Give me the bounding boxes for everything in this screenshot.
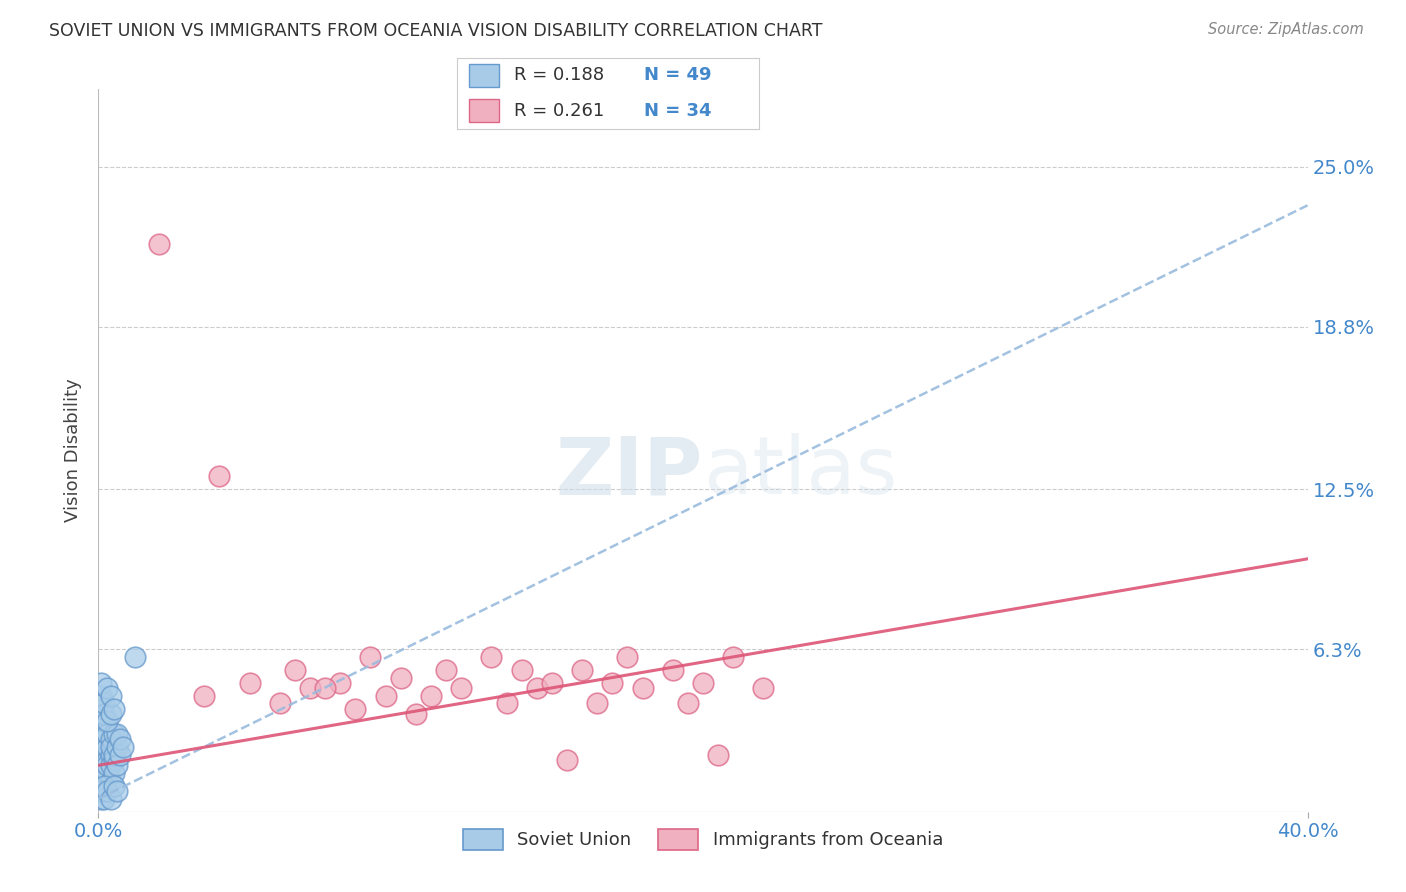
Point — [90, 766, 112, 780]
Point — [374, 689, 396, 703]
Point — [103, 779, 125, 793]
Point — [93, 792, 115, 806]
Point — [481, 649, 503, 664]
Point — [90, 779, 112, 793]
Point — [124, 649, 146, 664]
Point — [105, 727, 128, 741]
Point — [93, 696, 115, 710]
Point — [90, 784, 112, 798]
Point — [103, 727, 125, 741]
Point — [105, 784, 128, 798]
Point — [103, 766, 125, 780]
Point — [96, 784, 118, 798]
Point — [100, 689, 122, 703]
Point — [344, 701, 367, 715]
Point — [93, 732, 115, 747]
Point — [540, 675, 562, 690]
Text: R = 0.188: R = 0.188 — [515, 66, 605, 84]
Point — [510, 663, 533, 677]
Point — [100, 758, 122, 772]
Point — [108, 747, 131, 762]
Text: ZIP: ZIP — [555, 434, 703, 511]
Point — [90, 689, 112, 703]
Point — [602, 675, 624, 690]
Point — [434, 663, 457, 677]
Point — [707, 747, 730, 762]
Point — [90, 727, 112, 741]
Point — [93, 779, 115, 793]
Text: SOVIET UNION VS IMMIGRANTS FROM OCEANIA VISION DISABILITY CORRELATION CHART: SOVIET UNION VS IMMIGRANTS FROM OCEANIA … — [49, 22, 823, 40]
Point — [93, 747, 115, 762]
Point — [299, 681, 322, 695]
Point — [90, 740, 112, 755]
Point — [616, 649, 638, 664]
Point — [90, 792, 112, 806]
Point — [96, 753, 118, 767]
Point — [100, 740, 122, 755]
Point — [105, 740, 128, 755]
Point — [96, 758, 118, 772]
Point — [96, 766, 118, 780]
Point — [284, 663, 307, 677]
Point — [676, 696, 699, 710]
Point — [90, 675, 112, 690]
Point — [526, 681, 548, 695]
Point — [103, 753, 125, 767]
Point — [96, 681, 118, 695]
Point — [723, 649, 745, 664]
Legend: Soviet Union, Immigrants from Oceania: Soviet Union, Immigrants from Oceania — [456, 822, 950, 857]
Point — [105, 758, 128, 772]
Point — [586, 696, 609, 710]
Point — [661, 663, 683, 677]
Point — [90, 701, 112, 715]
Point — [555, 753, 578, 767]
Text: N = 34: N = 34 — [644, 102, 711, 120]
Point — [329, 675, 352, 690]
Point — [420, 689, 443, 703]
Text: N = 49: N = 49 — [644, 66, 711, 84]
Point — [571, 663, 593, 677]
Point — [269, 696, 291, 710]
Point — [100, 747, 122, 762]
Point — [100, 773, 122, 788]
Point — [103, 701, 125, 715]
Point — [96, 727, 118, 741]
Text: R = 0.261: R = 0.261 — [515, 102, 605, 120]
Point — [93, 714, 115, 729]
Y-axis label: Vision Disability: Vision Disability — [65, 378, 83, 523]
Point — [103, 747, 125, 762]
Point — [193, 689, 215, 703]
Point — [100, 792, 122, 806]
Bar — [470, 63, 499, 87]
Point — [314, 681, 336, 695]
Point — [692, 675, 714, 690]
Point — [148, 237, 170, 252]
Point — [631, 681, 654, 695]
Point — [96, 740, 118, 755]
Point — [495, 696, 517, 710]
Point — [752, 681, 775, 695]
Point — [360, 649, 382, 664]
Text: Source: ZipAtlas.com: Source: ZipAtlas.com — [1208, 22, 1364, 37]
Point — [450, 681, 472, 695]
Point — [93, 758, 115, 772]
Point — [208, 469, 231, 483]
Point — [100, 706, 122, 721]
Point — [96, 714, 118, 729]
Text: atlas: atlas — [703, 434, 897, 511]
Point — [100, 732, 122, 747]
Point — [108, 732, 131, 747]
Point — [239, 675, 262, 690]
Point — [93, 773, 115, 788]
Point — [90, 753, 112, 767]
Point — [405, 706, 427, 721]
Bar — [470, 99, 499, 122]
Point — [389, 671, 412, 685]
Point — [111, 740, 134, 755]
Point — [93, 706, 115, 721]
